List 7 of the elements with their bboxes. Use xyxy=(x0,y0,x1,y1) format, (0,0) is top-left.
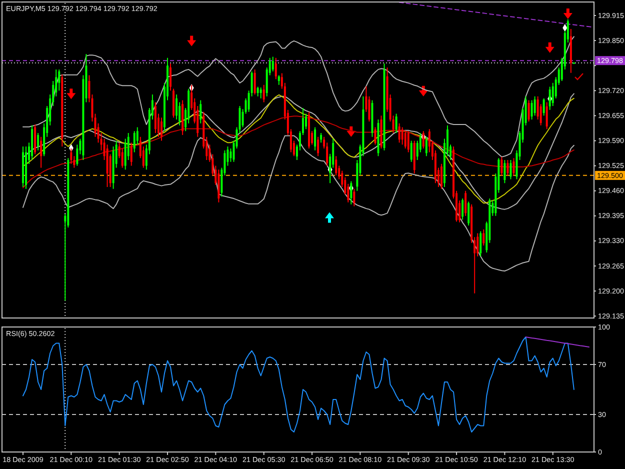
line-series xyxy=(22,336,574,432)
point xyxy=(563,8,572,19)
point xyxy=(545,42,554,53)
point xyxy=(187,36,196,46)
line-series xyxy=(22,116,574,188)
line-series xyxy=(525,336,590,348)
point xyxy=(66,88,76,100)
